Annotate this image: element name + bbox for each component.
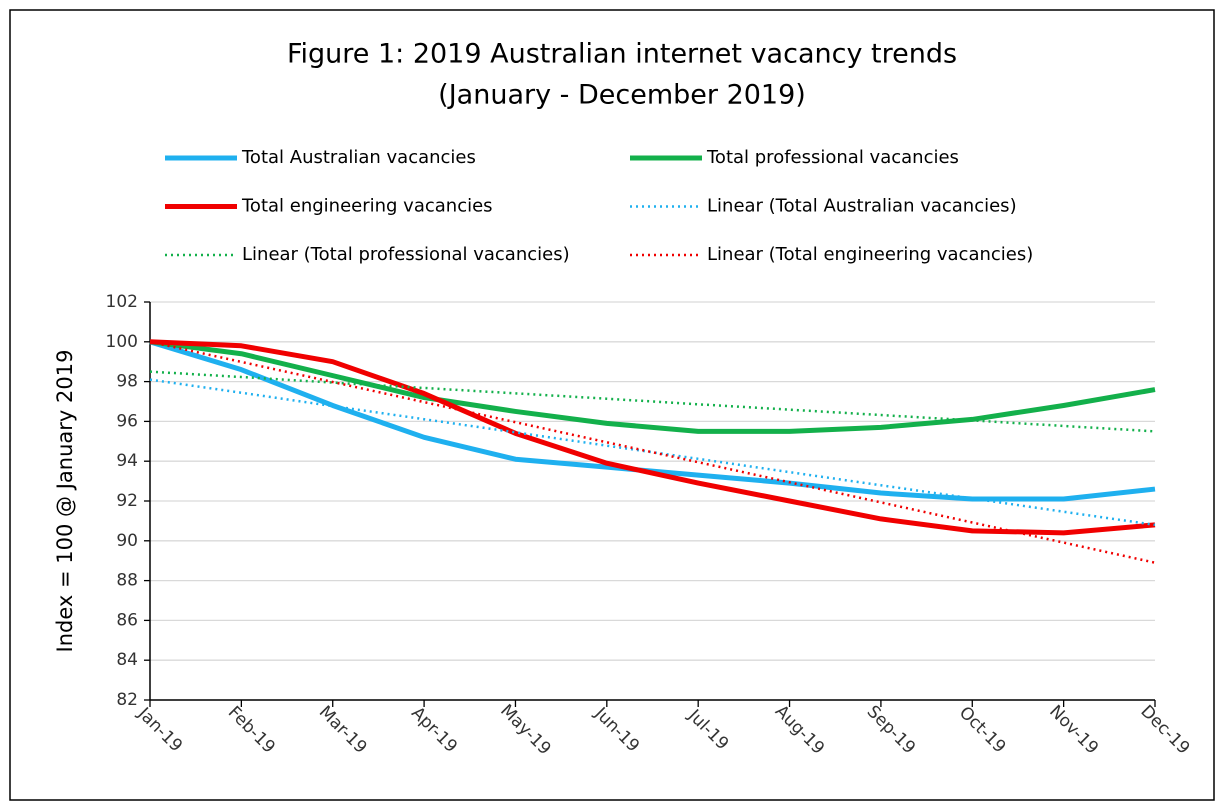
y-tick-label: 100 — [106, 332, 138, 352]
legend-label: Total engineering vacancies — [241, 196, 493, 217]
y-tick-label: 86 — [116, 610, 138, 630]
y-tick-label: 92 — [116, 491, 138, 511]
y-tick-label: 88 — [116, 571, 138, 591]
chart-border — [9, 9, 1215, 801]
legend-label: Total Australian vacancies — [241, 147, 476, 168]
series-line — [149, 339, 1156, 434]
y-tick-label: 90 — [116, 531, 138, 551]
y-tick-label: 96 — [116, 411, 138, 431]
y-tick-label: 94 — [116, 451, 138, 471]
y-tick-label: 102 — [106, 292, 138, 312]
y-tick-label: 84 — [116, 650, 138, 670]
chart-subtitle: (January - December 2019) — [438, 80, 806, 111]
series-line — [149, 339, 1156, 536]
y-tick-label: 82 — [116, 690, 138, 710]
legend-label: Linear (Total Australian vacancies) — [707, 196, 1017, 217]
chart-title: Figure 1: 2019 Australian internet vacan… — [287, 39, 957, 70]
y-axis-label: Index = 100 @ January 2019 — [53, 350, 77, 653]
legend-label: Linear (Total professional vacancies) — [242, 244, 570, 265]
y-tick-label: 98 — [116, 372, 138, 392]
series-line — [149, 378, 1156, 527]
legend-label: Linear (Total engineering vacancies) — [707, 244, 1033, 265]
legend-label: Total professional vacancies — [706, 147, 959, 168]
